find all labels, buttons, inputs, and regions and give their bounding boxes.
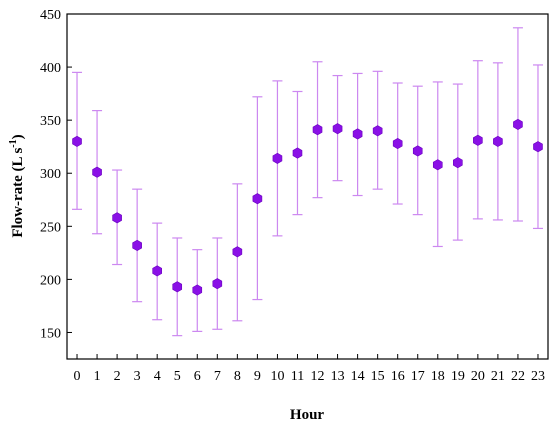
- x-tick-label: 5: [174, 369, 181, 384]
- x-tick-label: 23: [531, 369, 545, 384]
- y-tick-label: 150: [40, 326, 61, 341]
- x-tick-label: 6: [194, 369, 201, 384]
- y-tick-label: 350: [40, 114, 61, 129]
- x-tick-label: 7: [214, 369, 221, 384]
- data-point: [533, 141, 543, 153]
- x-tick-label: 11: [291, 369, 304, 384]
- data-point: [292, 147, 303, 159]
- data-point: [92, 166, 102, 178]
- x-tick-label: 19: [451, 369, 465, 384]
- y-axis-title-main: Flow-rate (L s: [10, 148, 26, 238]
- x-tick-label: 18: [431, 369, 445, 384]
- data-point: [172, 281, 183, 293]
- data-point: [513, 118, 523, 130]
- x-tick-label: 10: [270, 369, 284, 384]
- y-axis-title-close: ): [10, 134, 26, 139]
- y-axis: 150 200 250 300 350 400 450: [40, 8, 72, 341]
- x-tick-label: 1: [94, 369, 101, 384]
- data-point: [493, 135, 503, 147]
- data-point: [372, 125, 383, 137]
- y-tick-label: 300: [40, 167, 61, 182]
- x-tick-label: 17: [411, 369, 425, 384]
- x-tick-label: 13: [331, 369, 345, 384]
- x-tick-label: 22: [511, 369, 525, 384]
- data-point: [212, 278, 223, 290]
- x-tick-label: 9: [254, 369, 261, 384]
- y-tick-label: 200: [40, 273, 61, 288]
- y-tick-label: 250: [40, 220, 61, 235]
- data-point: [232, 246, 243, 258]
- data-point: [392, 137, 403, 150]
- data-point: [72, 135, 82, 147]
- error-bars: [72, 27, 543, 337]
- plot-frame: [66, 13, 549, 360]
- x-tick-label: 14: [351, 369, 365, 384]
- data-point: [432, 159, 443, 171]
- x-tick-label: 21: [491, 369, 505, 384]
- x-tick-label: 0: [74, 369, 81, 384]
- x-tick-label: 12: [311, 369, 325, 384]
- x-tick-label: 3: [134, 369, 141, 384]
- x-axis: 0 1 2 3 4 5 6 7 8 9 10 11 12 13 14 15 16 17 18 19 20 21 22 23: [74, 354, 545, 384]
- data-point: [252, 193, 263, 205]
- x-axis-title: Hour: [290, 407, 325, 423]
- data-point: [453, 157, 463, 169]
- data-point: [152, 265, 162, 277]
- data-point: [312, 124, 323, 136]
- data-point: [192, 284, 203, 296]
- x-tick-label: 8: [234, 369, 241, 384]
- y-axis-title: Flow-rate (L s-1): [8, 134, 26, 237]
- data-point: [132, 239, 142, 251]
- data-point: [332, 123, 343, 135]
- x-tick-label: 4: [154, 369, 161, 384]
- y-tick-label: 450: [40, 8, 61, 23]
- data-markers: [72, 118, 543, 296]
- data-point: [352, 128, 363, 140]
- data-point: [412, 145, 423, 157]
- data-point: [112, 212, 122, 224]
- x-tick-label: 15: [371, 369, 385, 384]
- x-tick-label: 16: [391, 369, 405, 384]
- data-point: [272, 152, 283, 164]
- data-point: [473, 134, 483, 146]
- x-tick-label: 2: [114, 369, 121, 384]
- x-tick-label: 20: [471, 369, 485, 384]
- y-axis-title-exponent: -1: [8, 139, 19, 147]
- y-tick-label: 400: [40, 61, 61, 76]
